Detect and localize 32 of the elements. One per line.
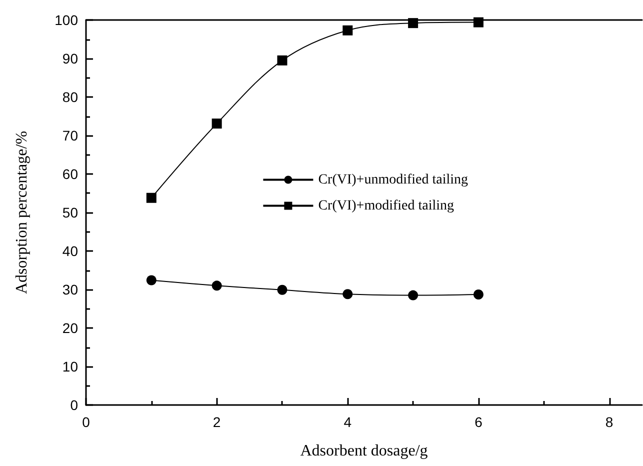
y-tick-label: 80 [62, 89, 78, 105]
point [408, 18, 418, 28]
y-tick-label: 0 [70, 397, 78, 413]
point [212, 118, 222, 129]
y-tick-label: 100 [54, 12, 78, 28]
point [342, 25, 353, 36]
legend-label: Cr(VI)+modified tailing [318, 198, 454, 214]
point [473, 17, 484, 28]
y-tick-label: 10 [62, 358, 78, 374]
x-axis-title: Adsorbent dosage/g [300, 442, 428, 460]
y-tick-label: 50 [62, 204, 78, 220]
point [146, 192, 156, 203]
y-tick-label: 40 [62, 243, 78, 259]
y-tick-label: 90 [62, 50, 78, 66]
y-tick-label: 20 [62, 320, 78, 336]
x-tick-label: 6 [474, 414, 483, 430]
x-tick-label: 2 [212, 414, 221, 430]
y-axis-title: Adsorption percentage/% [14, 130, 30, 294]
point [277, 55, 288, 66]
point [473, 290, 484, 300]
y-tick-label: 70 [62, 128, 78, 144]
x-tick-label: 8 [605, 414, 614, 430]
point [146, 275, 156, 286]
point [212, 280, 222, 291]
y-tick-label: 30 [62, 282, 78, 298]
point [277, 284, 288, 295]
point [342, 289, 353, 300]
y-tick-label: 60 [62, 166, 78, 182]
x-tick-label: 4 [344, 414, 352, 430]
point [408, 290, 418, 300]
legend-label: Cr(VI)+unmodified tailing [318, 172, 468, 188]
x-tick-label: 0 [82, 414, 90, 430]
